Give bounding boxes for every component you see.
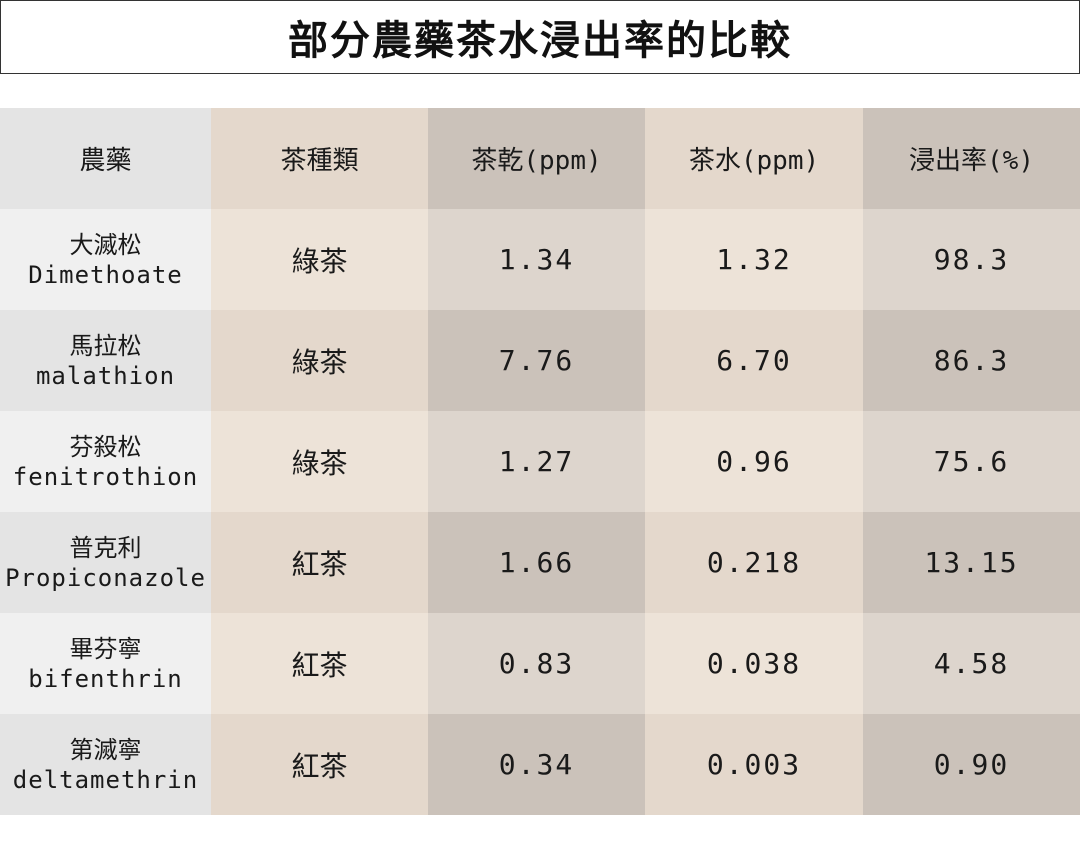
header-pesticide: 農藥 bbox=[0, 108, 211, 209]
header-dry-tea: 茶乾(ppm) bbox=[428, 108, 645, 209]
header-leach-rate: 浸出率(%) bbox=[863, 108, 1080, 209]
header-row: 農藥 茶種類 茶乾(ppm) 茶水(ppm) 浸出率(%) bbox=[0, 108, 1080, 209]
leach-rate-cell: 75.6 bbox=[863, 411, 1080, 512]
table-row: 畢芬寧 bifenthrin 紅茶 0.83 0.038 4.58 bbox=[0, 613, 1080, 714]
pesticide-cell: 芬殺松 fenitrothion bbox=[0, 411, 211, 512]
table-row: 大滅松 Dimethoate 綠茶 1.34 1.32 98.3 bbox=[0, 209, 1080, 310]
title-box: 部分農藥茶水浸出率的比較 bbox=[0, 0, 1080, 74]
dry-tea-ppm-cell: 0.34 bbox=[428, 714, 645, 815]
tea-type-cell: 綠茶 bbox=[211, 310, 428, 411]
table-row: 普克利 Propiconazole 紅茶 1.66 0.218 13.15 bbox=[0, 512, 1080, 613]
pesticide-cell: 普克利 Propiconazole bbox=[0, 512, 211, 613]
tea-type-cell: 綠茶 bbox=[211, 411, 428, 512]
tea-liquor-ppm-cell: 0.96 bbox=[645, 411, 863, 512]
pesticide-cell: 第滅寧 deltamethrin bbox=[0, 714, 211, 815]
dry-tea-ppm-cell: 7.76 bbox=[428, 310, 645, 411]
pesticide-name-en: Dimethoate bbox=[28, 260, 183, 289]
dry-tea-ppm-cell: 1.27 bbox=[428, 411, 645, 512]
pesticide-table: 農藥 茶種類 茶乾(ppm) 茶水(ppm) 浸出率(%) 大滅松 Dimetho… bbox=[0, 108, 1080, 815]
dry-tea-ppm-cell: 1.34 bbox=[428, 209, 645, 310]
dry-tea-ppm-cell: 1.66 bbox=[428, 512, 645, 613]
pesticide-name-en: Propiconazole bbox=[5, 563, 206, 592]
pesticide-name-zh: 芬殺松 bbox=[69, 432, 142, 461]
table-row: 馬拉松 malathion 綠茶 7.76 6.70 86.3 bbox=[0, 310, 1080, 411]
tea-liquor-ppm-cell: 0.218 bbox=[645, 512, 863, 613]
pesticide-cell: 大滅松 Dimethoate bbox=[0, 209, 211, 310]
tea-type-cell: 紅茶 bbox=[211, 613, 428, 714]
tea-liquor-ppm-cell: 0.038 bbox=[645, 613, 863, 714]
leach-rate-cell: 98.3 bbox=[863, 209, 1080, 310]
pesticide-name-en: fenitrothion bbox=[12, 462, 199, 491]
pesticide-name-en: bifenthrin bbox=[28, 664, 183, 693]
pesticide-name-zh: 馬拉松 bbox=[69, 331, 142, 360]
pesticide-name-en: deltamethrin bbox=[12, 765, 199, 794]
table-row: 第滅寧 deltamethrin 紅茶 0.34 0.003 0.90 bbox=[0, 714, 1080, 815]
leach-rate-cell: 4.58 bbox=[863, 613, 1080, 714]
tea-liquor-ppm-cell: 1.32 bbox=[645, 209, 863, 310]
table-body: 大滅松 Dimethoate 綠茶 1.34 1.32 98.3 馬拉松 malathion 綠… bbox=[0, 209, 1080, 815]
header-tea-liquor: 茶水(ppm) bbox=[645, 108, 863, 209]
dry-tea-ppm-cell: 0.83 bbox=[428, 613, 645, 714]
tea-type-cell: 綠茶 bbox=[211, 209, 428, 310]
pesticide-cell: 馬拉松 malathion bbox=[0, 310, 211, 411]
header-tea-type: 茶種類 bbox=[211, 108, 428, 209]
leach-rate-cell: 86.3 bbox=[863, 310, 1080, 411]
pesticide-name-zh: 畢芬寧 bbox=[69, 634, 142, 663]
pesticide-name-en: malathion bbox=[35, 361, 176, 390]
leach-rate-cell: 13.15 bbox=[863, 512, 1080, 613]
leach-rate-cell: 0.90 bbox=[863, 714, 1080, 815]
pesticide-name-zh: 大滅松 bbox=[69, 230, 142, 259]
pesticide-name-zh: 第滅寧 bbox=[69, 735, 142, 764]
tea-liquor-ppm-cell: 0.003 bbox=[645, 714, 863, 815]
chart-title: 部分農藥茶水浸出率的比較 bbox=[288, 18, 792, 64]
pesticide-name-zh: 普克利 bbox=[69, 533, 142, 562]
tea-type-cell: 紅茶 bbox=[211, 714, 428, 815]
pesticide-cell: 畢芬寧 bifenthrin bbox=[0, 613, 211, 714]
table-row: 芬殺松 fenitrothion 綠茶 1.27 0.96 75.6 bbox=[0, 411, 1080, 512]
tea-liquor-ppm-cell: 6.70 bbox=[645, 310, 863, 411]
tea-type-cell: 紅茶 bbox=[211, 512, 428, 613]
